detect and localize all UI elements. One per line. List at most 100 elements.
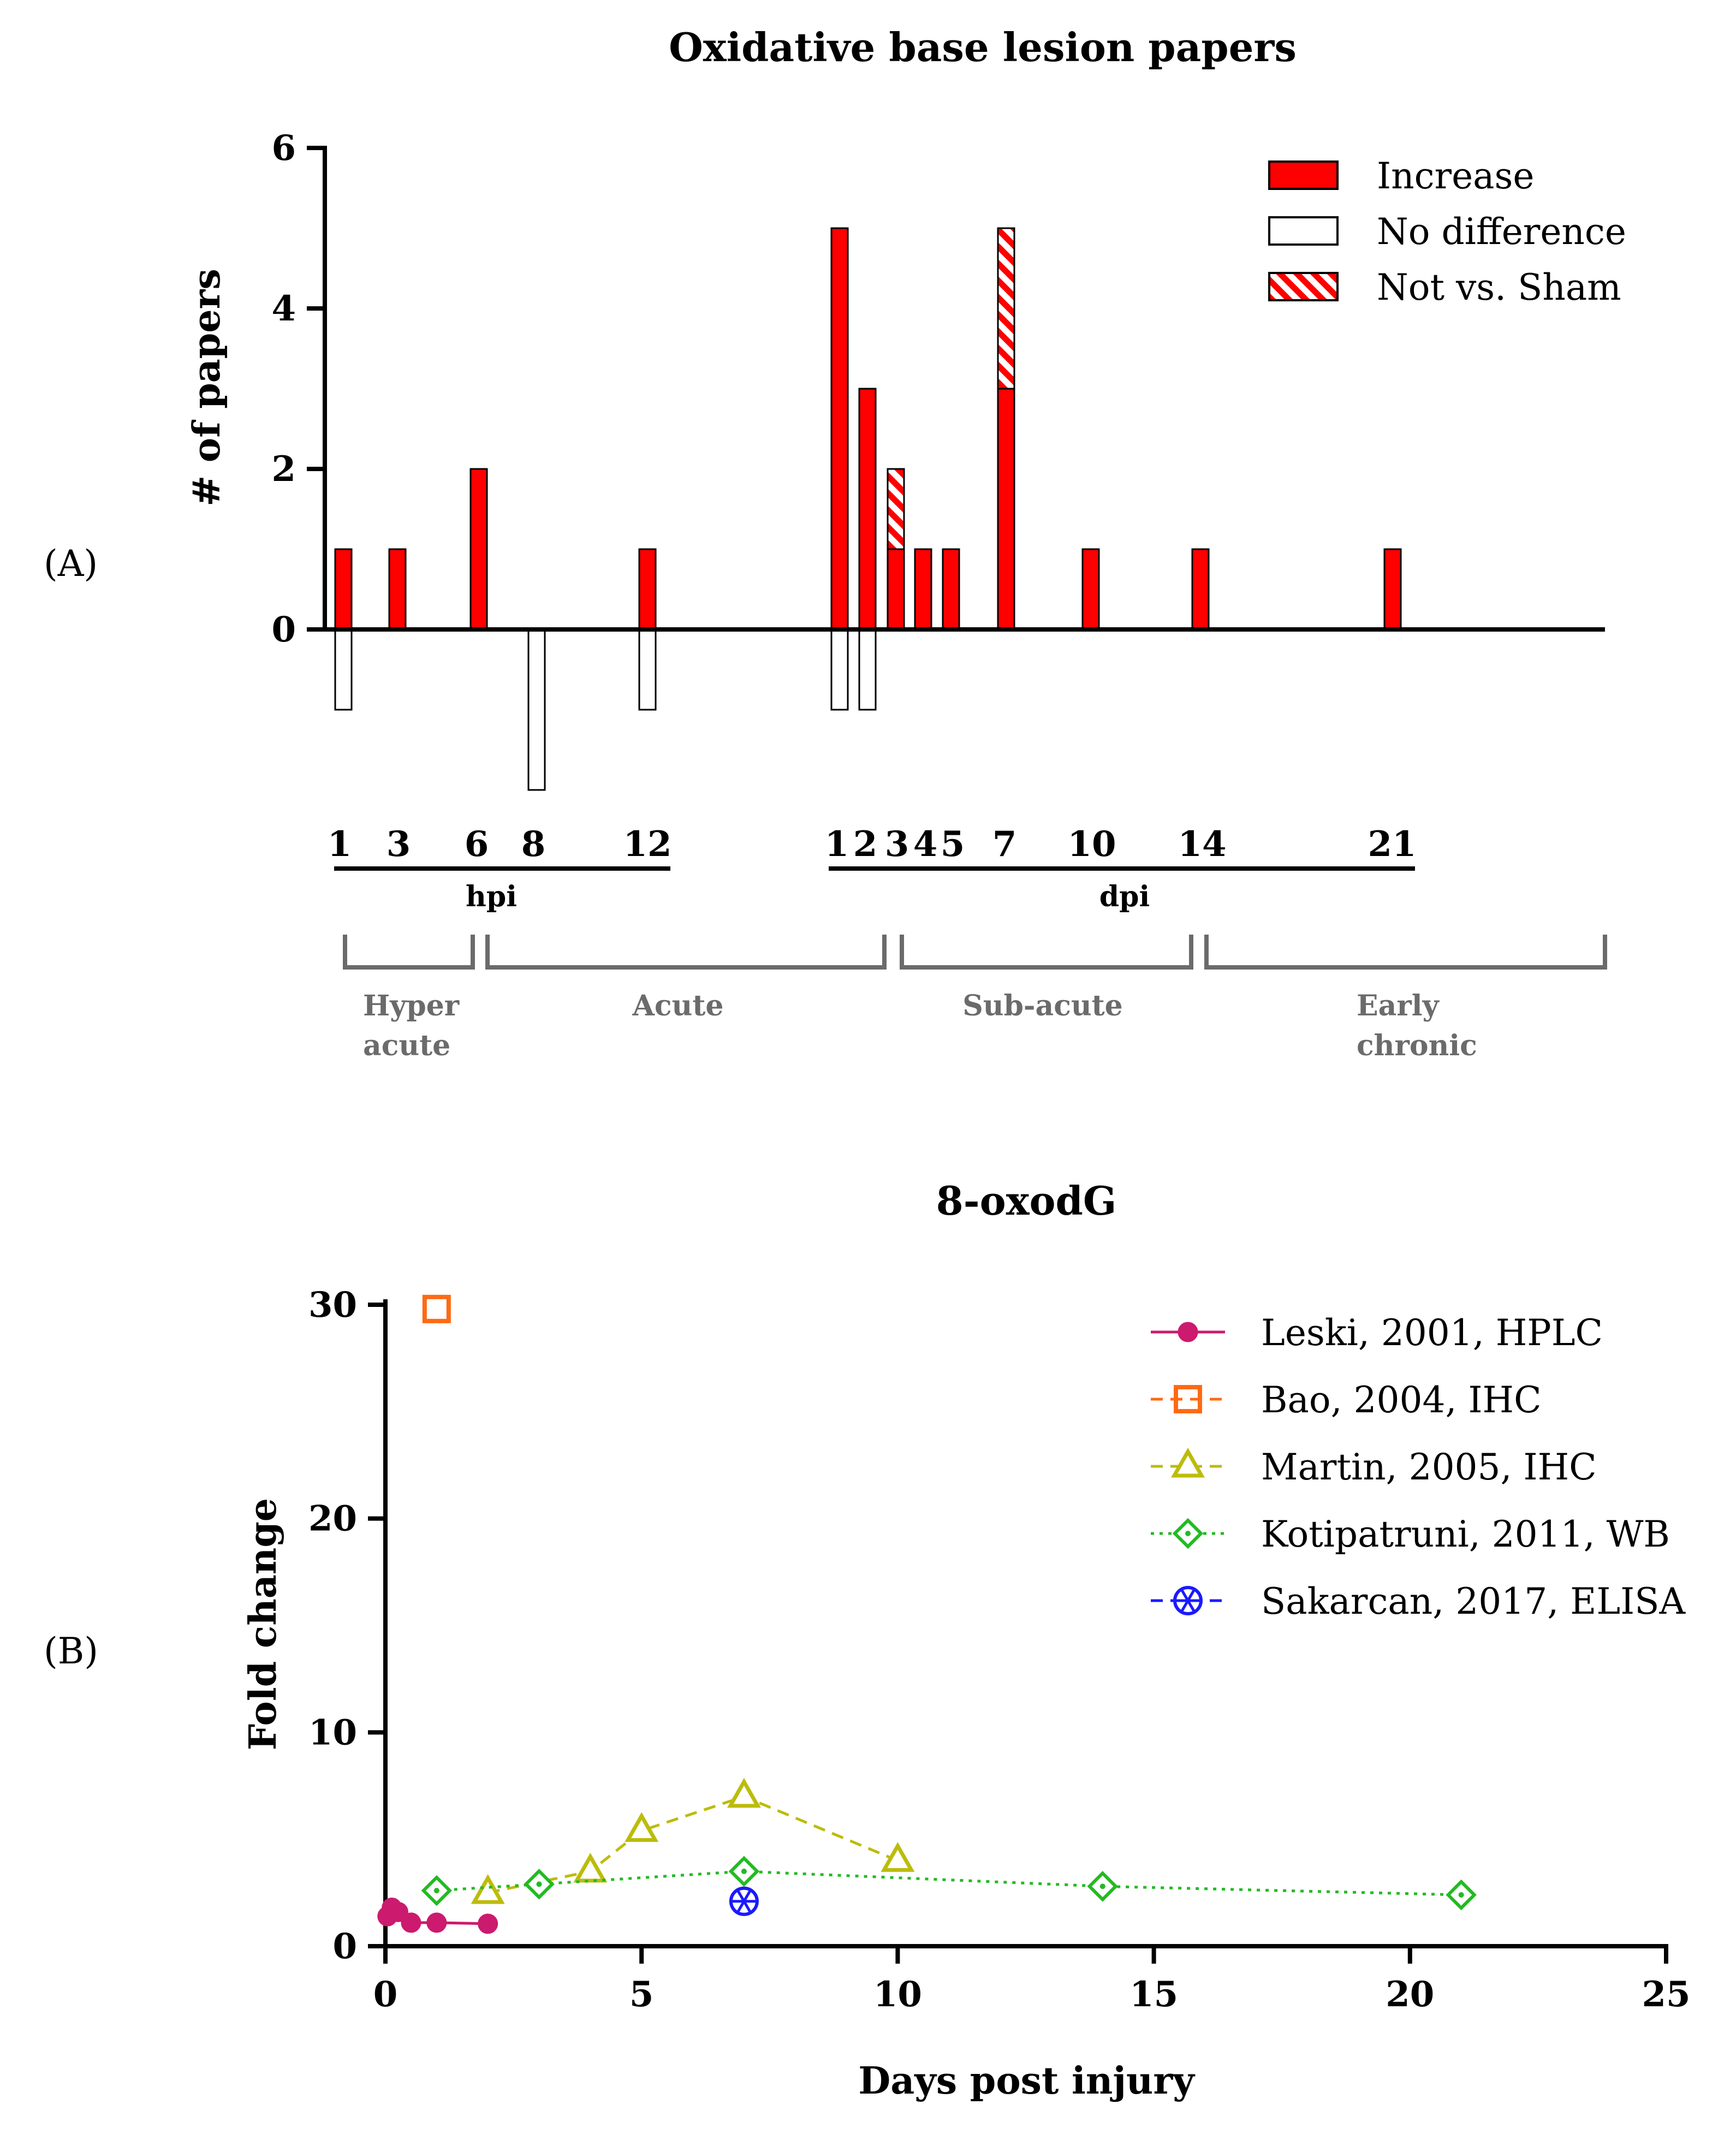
panel-b-label: (B) [44, 1630, 98, 1672]
x-tick-dpi-3: 3 [885, 824, 909, 865]
x-tick-dpi-2: 2 [853, 824, 878, 865]
point-kotipatruni-2011-wb-0 [421, 1875, 453, 1906]
point-martin-2005-ihc-4 [881, 1842, 915, 1872]
legend-marker-bao-2004-ihc [1174, 1385, 1202, 1413]
bar-no-difference-2-dpi [858, 628, 877, 711]
period-label-sub-acute: Sub-acute [962, 989, 1123, 1023]
period-bracket-early-chronic [1204, 935, 1607, 970]
point-kotipatruni-2011-wb-1-dot [536, 1881, 542, 1887]
chart-a-legend: Increase No difference Not vs. Sham [1268, 155, 1626, 308]
chart-b-x-tick-label-20: 20 [1386, 1974, 1434, 2015]
point-martin-2005-ihc-2 [625, 1812, 659, 1842]
bar-increase-2-dpi [858, 388, 877, 631]
legend-marker-kotipatruni-2011-wb [1172, 1518, 1204, 1549]
legend-label-increase: Increase [1377, 155, 1534, 197]
legend-marker-sakarcan-2017-elisa [1173, 1586, 1203, 1615]
point-sakarcan-2017-elisa-0 [729, 1886, 759, 1916]
x-tick-hpi-1: 1 [328, 824, 352, 865]
series-leski-2001-hplc [377, 1898, 498, 1934]
chart-a-ylabel: # of papers [185, 269, 229, 506]
bar-increase-7-dpi [997, 388, 1015, 631]
chart-b-y-tick-label-10: 10 [308, 1712, 357, 1753]
chart-b-title: 8-oxodG [936, 1178, 1117, 1224]
bar-no-difference-8-hpi [527, 628, 546, 791]
point-leski-2001-hplc-2 [388, 1901, 408, 1922]
hpi-label: hpi [466, 880, 517, 913]
period-label-early-chronic-1: Early [1357, 989, 1440, 1023]
series-sakarcan-2017-elisa [729, 1886, 759, 1916]
legend-label-leski-2001-hplc: Leski, 2001, HPLC [1261, 1312, 1603, 1354]
series-martin-2005-ihc [471, 1778, 915, 1904]
bar-increase-3-hpi [388, 548, 407, 631]
legend-label-kotipatruni-2011-wb: Kotipatruni, 2011, WB [1261, 1513, 1670, 1555]
point-kotipatruni-2011-wb-4-dot [1458, 1892, 1464, 1898]
point-leski-2001-hplc-5 [478, 1913, 498, 1934]
chart-a-y-tick-label-2: 2 [271, 449, 296, 490]
period-bracket-sub-acute [900, 935, 1193, 970]
x-tick-dpi-7: 7 [992, 824, 1017, 865]
bar-not-vs-sham-7-dpi [997, 227, 1015, 390]
point-martin-2005-ihc-0 [471, 1874, 505, 1904]
period-label-hyper-acute-2: acute [363, 1029, 450, 1062]
bar-not-vs-sham-3-dpi [887, 468, 905, 550]
panel-a-label: (A) [44, 543, 98, 585]
legend-label-sakarcan-2017-elisa: Sakarcan, 2017, ELISA [1261, 1580, 1686, 1622]
chart-b-x-tick-label-10: 10 [873, 1974, 922, 2015]
chart-a-y-tick-label-0: 0 [271, 609, 296, 650]
point-sakarcan-2017-elisa-0-spoke-120 [736, 1889, 752, 1913]
point-martin-2005-ihc-1 [573, 1852, 608, 1883]
point-kotipatruni-2011-wb-2 [728, 1856, 760, 1887]
point-kotipatruni-2011-wb-0-dot [433, 1888, 439, 1894]
x-tick-hpi-8: 8 [521, 824, 546, 865]
panel-a: (A) Oxidative base lesion papers # of pa… [44, 24, 1626, 1062]
chart-b-y-tick-label-20: 20 [308, 1499, 357, 1539]
chart-b-y-tick-label-30: 30 [308, 1285, 357, 1325]
period-label-early-chronic-2: chronic [1357, 1029, 1477, 1062]
point-kotipatruni-2011-wb-3 [1087, 1871, 1119, 1902]
series-line-martin-2005-ihc [487, 1795, 899, 1894]
x-tick-dpi-1: 1 [825, 824, 849, 865]
legend-label-bao-2004-ihc: Bao, 2004, IHC [1261, 1379, 1542, 1421]
x-tick-hpi-12: 12 [623, 824, 671, 865]
chart-b-x-tick-label-25: 25 [1642, 1974, 1690, 2015]
period-label-hyper-acute-1: Hyper [363, 989, 460, 1023]
bar-no-difference-12-hpi [638, 628, 657, 711]
x-tick-dpi-14: 14 [1178, 824, 1226, 865]
point-kotipatruni-2011-wb-4 [1446, 1879, 1477, 1911]
chart-a-title: Oxidative base lesion papers [669, 24, 1297, 70]
chart-b-xlabel: Days post injury [858, 2059, 1196, 2103]
legend-marker-sakarcan-2017-elisa-spoke-120 [1180, 1588, 1196, 1613]
series-kotipatruni-2011-wb [421, 1856, 1477, 1911]
point-kotipatruni-2011-wb-3-dot [1099, 1883, 1105, 1889]
bar-no-difference-1-hpi [334, 628, 353, 711]
legend-label-not-vs-sham: Not vs. Sham [1377, 266, 1621, 308]
chart-a-y-tick-label-4: 4 [271, 288, 296, 329]
period-bracket-hyper-acute [343, 935, 475, 970]
bar-increase-21-dpi [1383, 548, 1402, 631]
bar-increase-4-dpi [914, 548, 932, 631]
chart-b-axes: 0 10 20 30 0 5 10 15 20 25 [308, 1285, 1691, 2015]
bar-increase-12-hpi [638, 548, 657, 631]
x-tick-dpi-4: 4 [913, 824, 938, 865]
legend-swatch-not-vs-sham [1268, 272, 1339, 301]
bar-increase-14-dpi [1191, 548, 1210, 631]
chart-a-x-ticks: 1 3 6 8 12 1 2 3 4 5 7 10 14 21 [328, 824, 1417, 865]
period-label-acute: Acute [632, 989, 724, 1023]
legend-label-no-difference: No difference [1377, 211, 1626, 253]
series-bao-2004-ihc [422, 1294, 451, 1323]
panel-b: (B) 8-oxodG Fold change Days post injury… [44, 1178, 1691, 2103]
bar-increase-5-dpi [942, 548, 960, 631]
point-bao-2004-ihc-0 [422, 1294, 451, 1323]
bar-increase-1-hpi [334, 548, 353, 631]
period-brackets [343, 935, 1607, 970]
legend-swatch-increase [1268, 160, 1339, 190]
chart-a-bars [334, 227, 1402, 791]
chart-b-series [377, 1294, 1477, 1934]
period-bracket-acute [485, 935, 887, 970]
bar-increase-1-dpi [830, 227, 849, 631]
chart-b-x-tick-label-5: 5 [629, 1974, 654, 2015]
point-leski-2001-hplc-4 [426, 1912, 447, 1933]
point-kotipatruni-2011-wb-1 [524, 1869, 555, 1900]
chart-a-y-axis: 0 2 4 6 [271, 128, 327, 650]
point-kotipatruni-2011-wb-2-dot [741, 1868, 747, 1874]
